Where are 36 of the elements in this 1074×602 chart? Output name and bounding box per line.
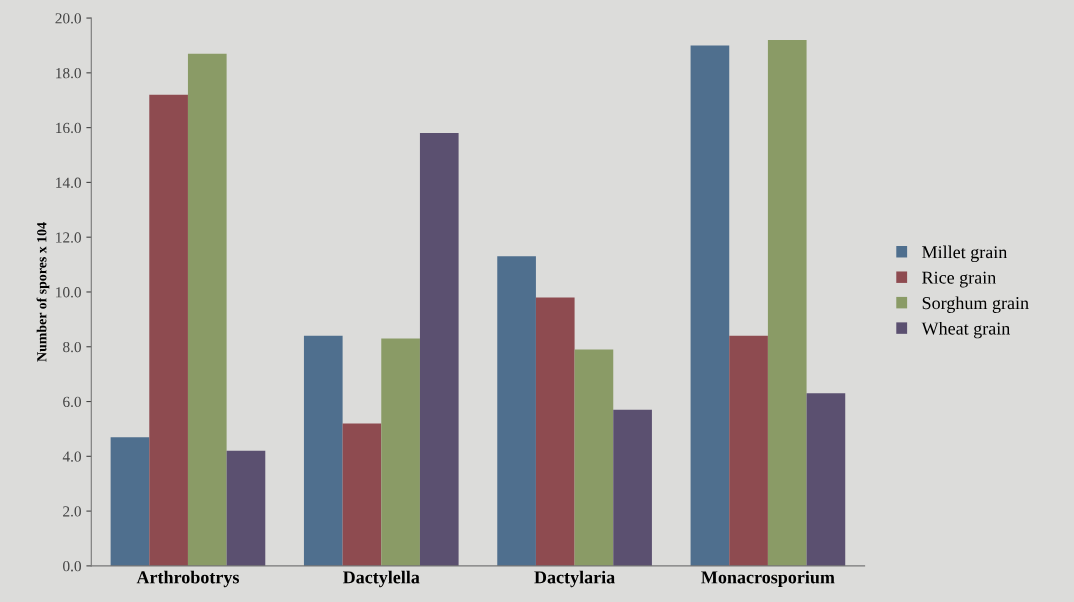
bar: [342, 423, 382, 566]
bar: [110, 437, 150, 566]
bar: [303, 335, 343, 566]
bar: [767, 39, 807, 566]
y-tick-label: 0.0: [63, 561, 81, 572]
bar: [613, 409, 652, 566]
legend-label: Wheat grain: [921, 321, 1011, 339]
y-tick-label: 2.0: [63, 506, 81, 517]
bar: [381, 338, 420, 566]
y-tick-label: 20.0: [55, 13, 81, 24]
y-tick-label: 4.0: [62, 451, 81, 462]
bar: [806, 393, 846, 566]
legend-label: Sorghum grain: [922, 296, 1029, 313]
bar: [149, 94, 188, 566]
bar: [226, 450, 266, 566]
x-tick-label: Arthrobotrys: [136, 570, 239, 588]
x-tick-label: Monacrosporium: [701, 570, 835, 588]
bar: [535, 297, 575, 566]
bar: [690, 45, 730, 566]
y-tick-label: 14.0: [56, 177, 81, 188]
y-tick-label: 16.0: [56, 122, 81, 134]
bar: [419, 133, 459, 566]
bar: [574, 349, 614, 566]
legend-label: Rice grain: [922, 271, 996, 288]
x-tick-label: Dactylaria: [534, 570, 615, 588]
y-tick-label: 10.0: [56, 287, 81, 298]
legend-label: Millet grain: [922, 245, 1008, 262]
y-tick-label: 12.0: [56, 232, 81, 243]
bar: [497, 256, 536, 566]
y-axis-title: Number of spores x 104: [36, 222, 50, 362]
y-tick-label: 6.0: [63, 396, 81, 408]
bar: [187, 53, 227, 566]
x-tick-label: Dactylella: [342, 570, 420, 588]
y-tick-label: 18.0: [56, 67, 81, 79]
y-tick-label: 8.0: [63, 341, 81, 353]
bar: [729, 335, 768, 566]
